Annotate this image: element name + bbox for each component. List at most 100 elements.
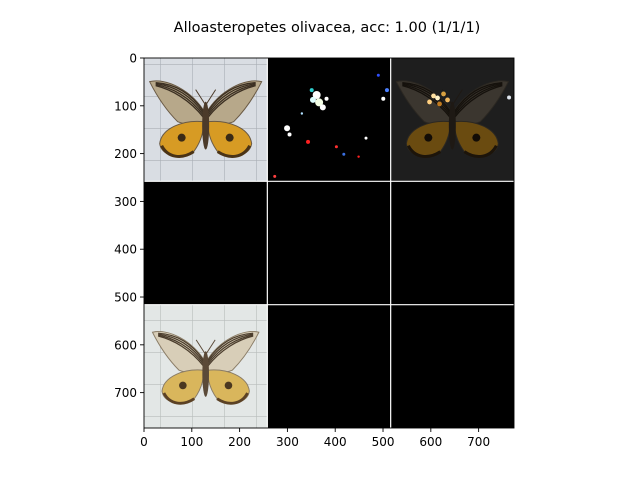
wing-spot [225, 133, 234, 142]
highlight-speck [445, 97, 450, 103]
wing-margin [160, 144, 195, 158]
tile-background [267, 304, 391, 428]
tile-background [390, 304, 514, 428]
highlight-speck [431, 93, 436, 99]
wing-vein [207, 334, 254, 365]
tile-r1-c2 [390, 181, 514, 305]
wing-vein [207, 333, 254, 363]
saliency-pixel [376, 73, 380, 77]
wing-vein [158, 335, 205, 367]
wing-vein [453, 83, 503, 115]
highlight-speck [441, 91, 446, 97]
saliency-pixel [319, 104, 326, 111]
moth-figure [395, 80, 510, 158]
wing-margin [216, 144, 252, 158]
wing-vein [453, 82, 503, 113]
saliency-pixel [309, 88, 314, 93]
y-tick-label: 200 [114, 147, 137, 161]
saliency-pixel [300, 112, 304, 115]
wing-vein [453, 84, 503, 117]
highlight-speck [435, 95, 440, 101]
wing-margin [463, 144, 498, 158]
wing-vein [207, 83, 256, 115]
wing-vein [158, 333, 205, 363]
tile-r2-c2 [390, 304, 514, 428]
x-tick-label: 0 [140, 435, 148, 449]
wing-vein [207, 82, 256, 113]
y-tick-label: 400 [114, 243, 137, 257]
saliency-pixel [324, 96, 329, 101]
moth-figure [151, 331, 260, 405]
wing-vein [207, 335, 254, 367]
antennae [195, 339, 216, 354]
y-tick-label: 100 [114, 99, 137, 113]
x-tick-label: 100 [180, 435, 203, 449]
moth-body [202, 101, 210, 150]
moth-body [448, 101, 456, 150]
tile-r1-c0 [144, 181, 268, 305]
saliency-pixel [273, 174, 277, 178]
tile-r2-c1 [267, 304, 391, 428]
saliency-pixel [384, 88, 389, 93]
wing-vein [158, 332, 205, 362]
saliency-pixel [284, 125, 291, 132]
saliency-pixel [381, 96, 386, 101]
plot-area [144, 58, 514, 428]
tile-r1-c1 [267, 181, 391, 305]
wing-spot [224, 381, 233, 390]
highlight-speck [427, 99, 432, 105]
saliency-pixel [342, 152, 346, 156]
wing-vein [402, 83, 451, 115]
y-tick-label: 700 [114, 386, 137, 400]
wing-spot [472, 133, 481, 142]
x-tick-label: 300 [276, 435, 299, 449]
wing-vein [453, 85, 503, 119]
wing-vein [155, 82, 205, 113]
x-axis: 0 100 200 300 400 500 600 700 [140, 428, 490, 449]
tile-r0-c0 [144, 58, 268, 182]
tile-r2-c0 [144, 304, 268, 428]
y-tick-label: 0 [129, 52, 137, 66]
wing-vein [207, 85, 256, 119]
wing-spot [179, 381, 187, 390]
y-tick-label: 500 [114, 291, 137, 305]
saliency-pixel [334, 145, 338, 149]
x-tick-label: 700 [467, 435, 490, 449]
saliency-pixel [312, 91, 321, 99]
x-tick-label: 600 [419, 435, 442, 449]
wing-spot [177, 133, 186, 142]
wing-vein [402, 85, 451, 119]
wing-margin [406, 144, 442, 158]
chart-title: Alloasteropetes olivacea, acc: 1.00 (1/1… [174, 20, 481, 36]
saliency-pixel [287, 132, 292, 137]
saliency-pixel [357, 155, 360, 158]
wing-vein [207, 84, 256, 117]
tile-r0-c1 [267, 58, 391, 182]
saliency-pixel [306, 139, 311, 144]
tile-background [267, 181, 391, 305]
y-tick-label: 600 [114, 338, 137, 352]
highlight-speck [437, 101, 442, 107]
tile-r0-c2 [390, 58, 514, 182]
moth-body [202, 351, 209, 397]
antennae [195, 89, 217, 104]
saliency-pixel [364, 136, 368, 140]
tile-background [144, 181, 268, 305]
wing-vein [155, 83, 205, 115]
x-tick-label: 200 [228, 435, 251, 449]
wing-spot [424, 133, 433, 142]
highlight-speck [507, 95, 512, 100]
wing-vein [155, 84, 205, 117]
tile-background [390, 181, 514, 305]
y-tick-label: 300 [114, 195, 137, 209]
wing-margin [216, 392, 249, 405]
tile-background [267, 58, 391, 182]
wing-vein [207, 332, 254, 362]
axes-frame [143, 57, 515, 429]
moth-figure [148, 80, 263, 158]
wing-vein [158, 334, 205, 365]
wing-margin [162, 392, 196, 405]
y-axis: 0 100 200 300 400 500 600 700 [114, 52, 144, 400]
x-tick-label: 400 [324, 435, 347, 449]
